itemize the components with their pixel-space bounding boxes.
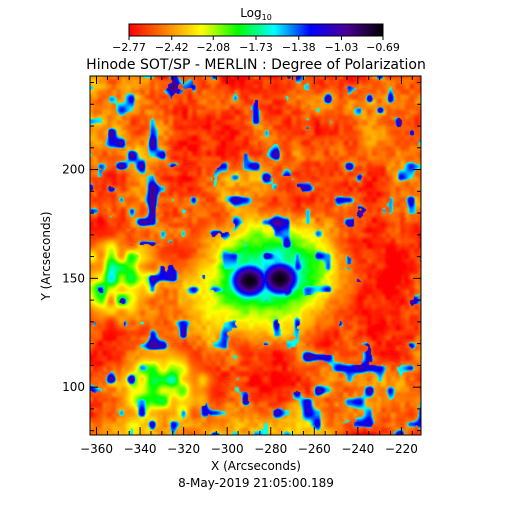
colorbar-tick-label: −1.38 — [282, 41, 316, 54]
colorbar-tick-label: −2.08 — [196, 41, 230, 54]
x-tick-label: −300 — [211, 442, 244, 456]
plot-area — [89, 75, 422, 436]
chart-title: Hinode SOT/SP - MERLIN : Degree of Polar… — [86, 57, 426, 73]
x-tick-label: −360 — [80, 442, 113, 456]
colorbar-tick-label: −0.69 — [366, 41, 400, 54]
y-tick-label: 150 — [62, 271, 85, 285]
x-tick-label: −320 — [167, 442, 200, 456]
x-tick-label: −280 — [254, 442, 287, 456]
x-tick-label: −240 — [341, 442, 374, 456]
colorbar-tick-label: −2.77 — [112, 41, 146, 54]
polarization-heatmap — [90, 76, 421, 435]
colorbar-ticks: −2.77 −2.42 −2.08 −1.73 −1.38 −1.03 −0.69 — [112, 36, 400, 54]
x-axis-label: X (Arcseconds) — [211, 459, 301, 473]
colorbar — [128, 23, 384, 37]
y-tick-label: 100 — [62, 380, 85, 394]
y-axis: 100 150 200 — [62, 82, 421, 432]
colorbar-tick-label: −1.03 — [325, 41, 359, 54]
plot-frame — [89, 75, 422, 436]
x-tick-label: −340 — [124, 442, 157, 456]
x-axis: −360 −340 −320 −300 −280 −260 −240 −220 — [80, 76, 418, 456]
x-tick-label: −260 — [298, 442, 331, 456]
colorbar-label: Log10 — [240, 6, 272, 22]
timestamp: 8-May-2019 21:05:00.189 — [178, 476, 334, 490]
x-tick-label: −220 — [385, 442, 418, 456]
y-axis-label: Y (Arcseconds) — [39, 211, 53, 301]
colorbar-tick-label: −2.42 — [155, 41, 189, 54]
y-tick-label: 200 — [62, 163, 85, 177]
colorbar-tick-label: −1.73 — [239, 41, 273, 54]
